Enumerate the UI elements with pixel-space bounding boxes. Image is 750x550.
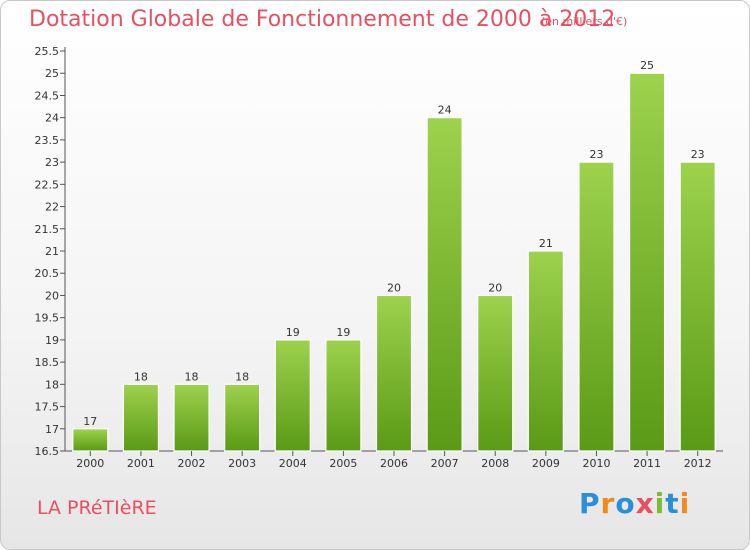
- y-tick-label: 17: [45, 423, 59, 436]
- x-tick-label: 2002: [178, 457, 206, 470]
- x-tick-label: 2004: [279, 457, 307, 470]
- x-tick-label: 2001: [127, 457, 155, 470]
- chart-title: Dotation Globale de Fonctionnement de 20…: [29, 7, 616, 32]
- x-tick-label: 2005: [329, 457, 357, 470]
- commune-name: LA PRéTIèRE: [37, 497, 157, 519]
- x-tick-label: 2012: [684, 457, 712, 470]
- bar-2012: [679, 161, 716, 452]
- y-tick-label: 21.5: [35, 223, 60, 236]
- y-tick-label: 16.5: [35, 445, 60, 458]
- bar-value-label: 18: [134, 370, 148, 383]
- logo-letter: o: [615, 487, 636, 520]
- chart-subtitle: (en milliers d'€): [541, 15, 628, 28]
- logo-letter: i: [654, 487, 666, 520]
- y-tick-label: 20: [45, 289, 59, 302]
- bar-2009: [527, 250, 564, 452]
- bar-value-label: 19: [286, 326, 300, 339]
- bar-2010: [578, 161, 615, 452]
- logo-letter: r: [600, 487, 616, 520]
- x-tick-label: 2011: [633, 457, 661, 470]
- y-tick-label: 23: [45, 156, 59, 169]
- x-tick-label: 2009: [532, 457, 560, 470]
- bar-value-label: 21: [539, 237, 553, 250]
- bar-value-label: 23: [589, 148, 603, 161]
- logo-letter: i: [679, 487, 691, 520]
- bar-value-label: 18: [235, 370, 249, 383]
- bar-2000: [72, 428, 109, 452]
- bar-2007: [426, 117, 463, 452]
- y-tick-label: 23.5: [35, 134, 60, 147]
- logo-letter: x: [635, 487, 655, 520]
- y-tick-label: 18: [45, 378, 59, 391]
- logo-letter: P: [579, 487, 601, 520]
- bar-value-label: 24: [438, 104, 452, 117]
- y-tick-label: 18.5: [35, 356, 60, 369]
- y-tick-label: 22.5: [35, 178, 60, 191]
- y-tick-label: 25.5: [35, 45, 60, 58]
- y-tick-label: 17.5: [35, 401, 60, 414]
- x-tick-label: 2007: [431, 457, 459, 470]
- y-tick-label: 24.5: [35, 89, 60, 102]
- bar-2006: [375, 294, 413, 452]
- bar-2001: [122, 383, 160, 452]
- y-tick-label: 22: [45, 201, 59, 214]
- y-tick-label: 19.5: [35, 312, 60, 325]
- bar-2003: [224, 383, 261, 452]
- bar-2004: [274, 339, 311, 452]
- bar-2008: [477, 294, 514, 452]
- bar-value-label: 20: [387, 281, 401, 294]
- bar-value-label: 20: [488, 281, 502, 294]
- x-tick-label: 2008: [481, 457, 509, 470]
- x-tick-label: 2006: [380, 457, 408, 470]
- bar-2002: [173, 383, 210, 452]
- bar-2005: [325, 339, 362, 452]
- logo-letter: t: [665, 487, 680, 520]
- bar-2011: [628, 72, 666, 452]
- y-tick-label: 19: [45, 334, 59, 347]
- y-tick-label: 25: [45, 67, 59, 80]
- x-tick-label: 2010: [582, 457, 610, 470]
- y-tick-label: 24: [45, 112, 59, 125]
- y-tick-label: 20.5: [35, 267, 60, 280]
- x-tick-label: 2000: [76, 457, 104, 470]
- bar-value-label: 19: [336, 326, 350, 339]
- bar-value-label: 17: [83, 415, 97, 428]
- proxiti-logo: Proxiti: [579, 487, 690, 520]
- bar-value-label: 25: [640, 59, 654, 72]
- x-tick-label: 2003: [228, 457, 256, 470]
- y-tick-label: 21: [45, 245, 59, 258]
- bar-value-label: 23: [691, 148, 705, 161]
- bar-value-label: 18: [185, 370, 199, 383]
